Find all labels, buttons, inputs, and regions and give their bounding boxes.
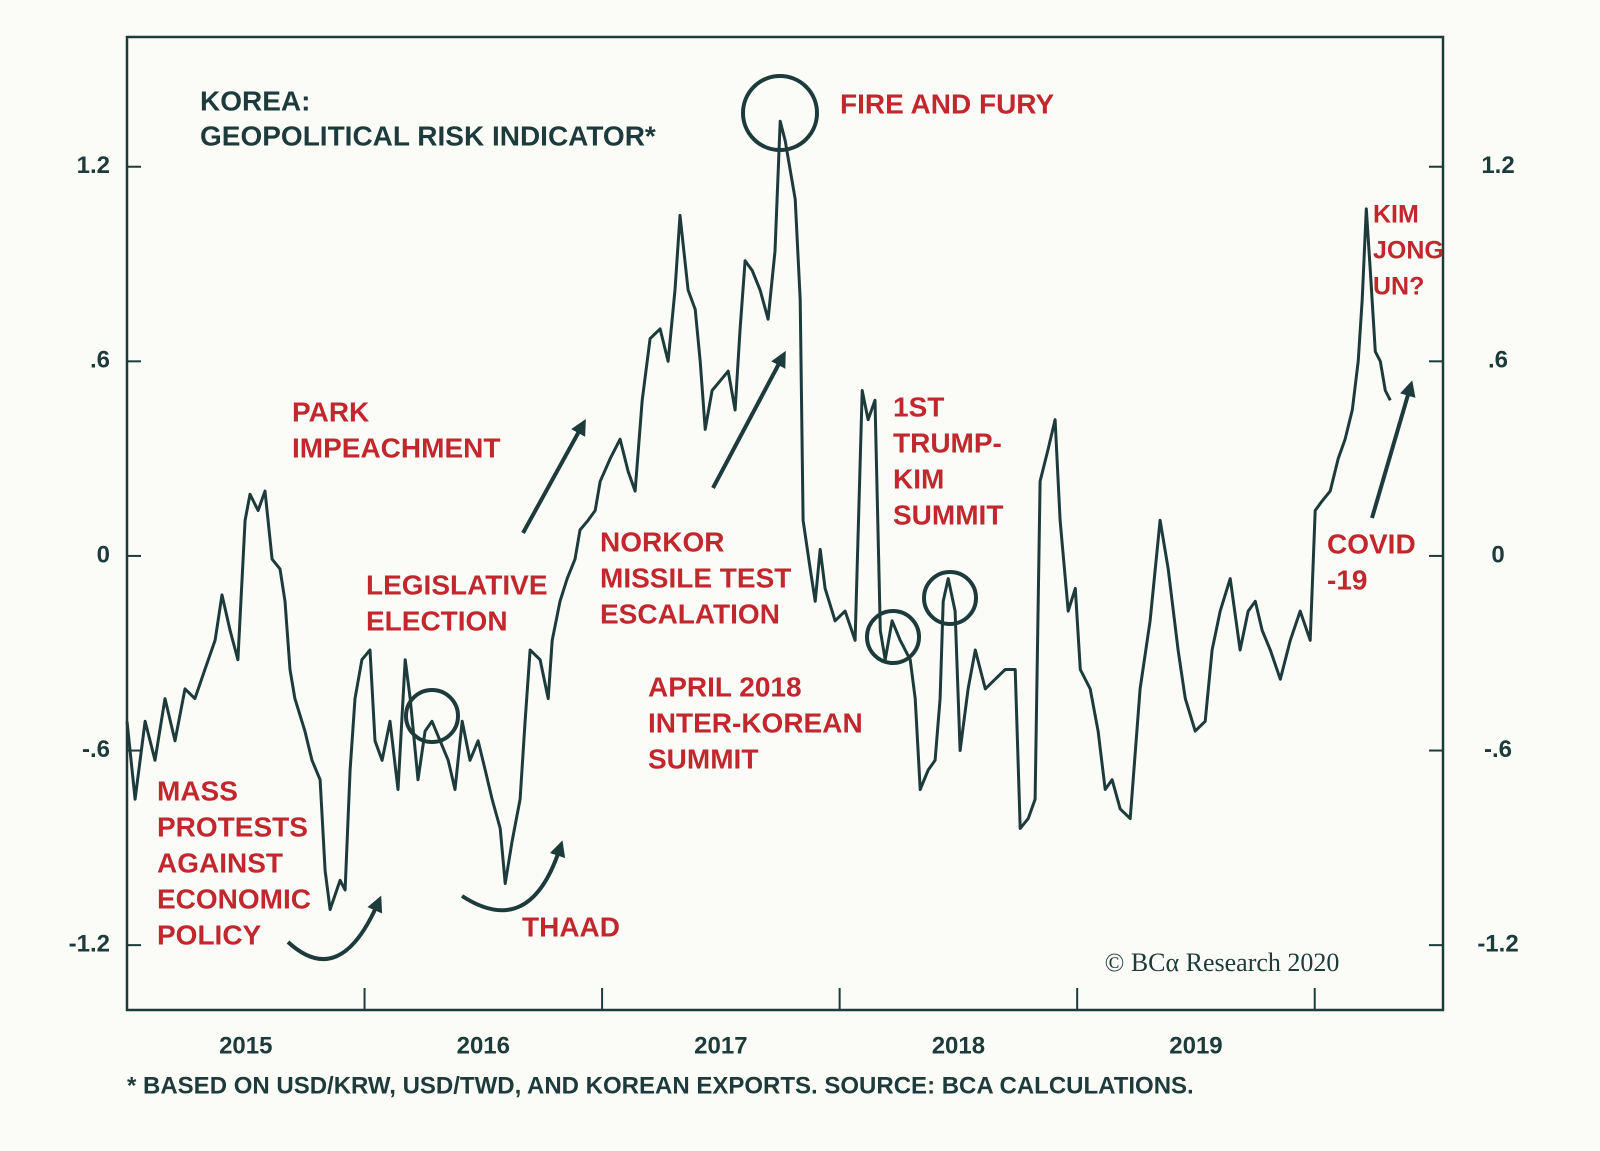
annotation: FIRE AND FURY	[840, 88, 1054, 119]
highlight-circle	[404, 688, 460, 744]
x-tick-label: 2018	[932, 1032, 985, 1059]
annotation: -19	[1327, 564, 1367, 595]
y2-tick-label: -1.2	[1477, 930, 1518, 957]
y2-tick-label: 1.2	[1481, 152, 1514, 179]
annotation: THAAD	[522, 911, 620, 942]
annotation: 1ST	[893, 391, 944, 422]
y-tick-label: -1.2	[69, 930, 110, 957]
y2-tick-label: -.6	[1484, 736, 1512, 763]
annotation: KIM	[1373, 201, 1419, 229]
highlight-circle	[865, 609, 921, 665]
annotation: PARK	[292, 396, 369, 427]
chart-title: GEOPOLITICAL RISK INDICATOR*	[200, 120, 656, 151]
annotation: JONG	[1373, 237, 1444, 265]
annotation: AGAINST	[157, 847, 283, 878]
data-line	[125, 119, 1392, 911]
annotation: ELECTION	[366, 605, 508, 636]
annotation: TRUMP-	[893, 427, 1002, 458]
annotation: UN?	[1373, 273, 1424, 301]
arrow	[460, 840, 566, 913]
arrow	[711, 350, 786, 489]
x-tick-label: 2019	[1169, 1032, 1222, 1059]
annotation: ECONOMIC	[157, 883, 311, 914]
arrow	[286, 895, 383, 961]
highlight-circle	[922, 570, 978, 626]
annotation: ESCALATION	[600, 598, 780, 629]
y2-tick-label: .6	[1488, 347, 1508, 374]
annotation: APRIL 2018	[648, 671, 802, 702]
decorations	[286, 74, 1416, 961]
y-tick-label: -.6	[82, 736, 110, 763]
plot-frame	[125, 35, 1445, 1012]
annotation: NORKOR	[600, 526, 724, 557]
chart-title: KOREA:	[200, 85, 310, 116]
annotation: MASS	[157, 775, 238, 806]
annotation: INTER-KOREAN	[648, 707, 863, 738]
annotation: PROTESTS	[157, 811, 308, 842]
y-tick-label: 1.2	[77, 152, 110, 179]
annotation: SUMMIT	[648, 743, 758, 774]
arrow	[521, 418, 586, 534]
footnote: * BASED ON USD/KRW, USD/TWD, AND KOREAN …	[127, 1072, 1194, 1099]
credit: © BCα Research 2020	[1105, 948, 1340, 977]
annotation: IMPEACHMENT	[292, 432, 500, 463]
y2-tick-label: 0	[1491, 541, 1504, 568]
annotation: COVID	[1327, 528, 1416, 559]
arrow	[1370, 380, 1416, 519]
y-tick-label: .6	[90, 347, 110, 374]
x-tick-label: 2017	[694, 1032, 747, 1059]
annotation: POLICY	[157, 919, 262, 950]
x-tick-label: 2015	[219, 1032, 272, 1059]
annotation: LEGISLATIVE	[366, 569, 548, 600]
x-tick-label: 2016	[457, 1032, 510, 1059]
annotation: SUMMIT	[893, 499, 1003, 530]
y-tick-label: 0	[97, 541, 110, 568]
annotation: KIM	[893, 463, 944, 494]
annotation: MISSILE TEST	[600, 562, 791, 593]
